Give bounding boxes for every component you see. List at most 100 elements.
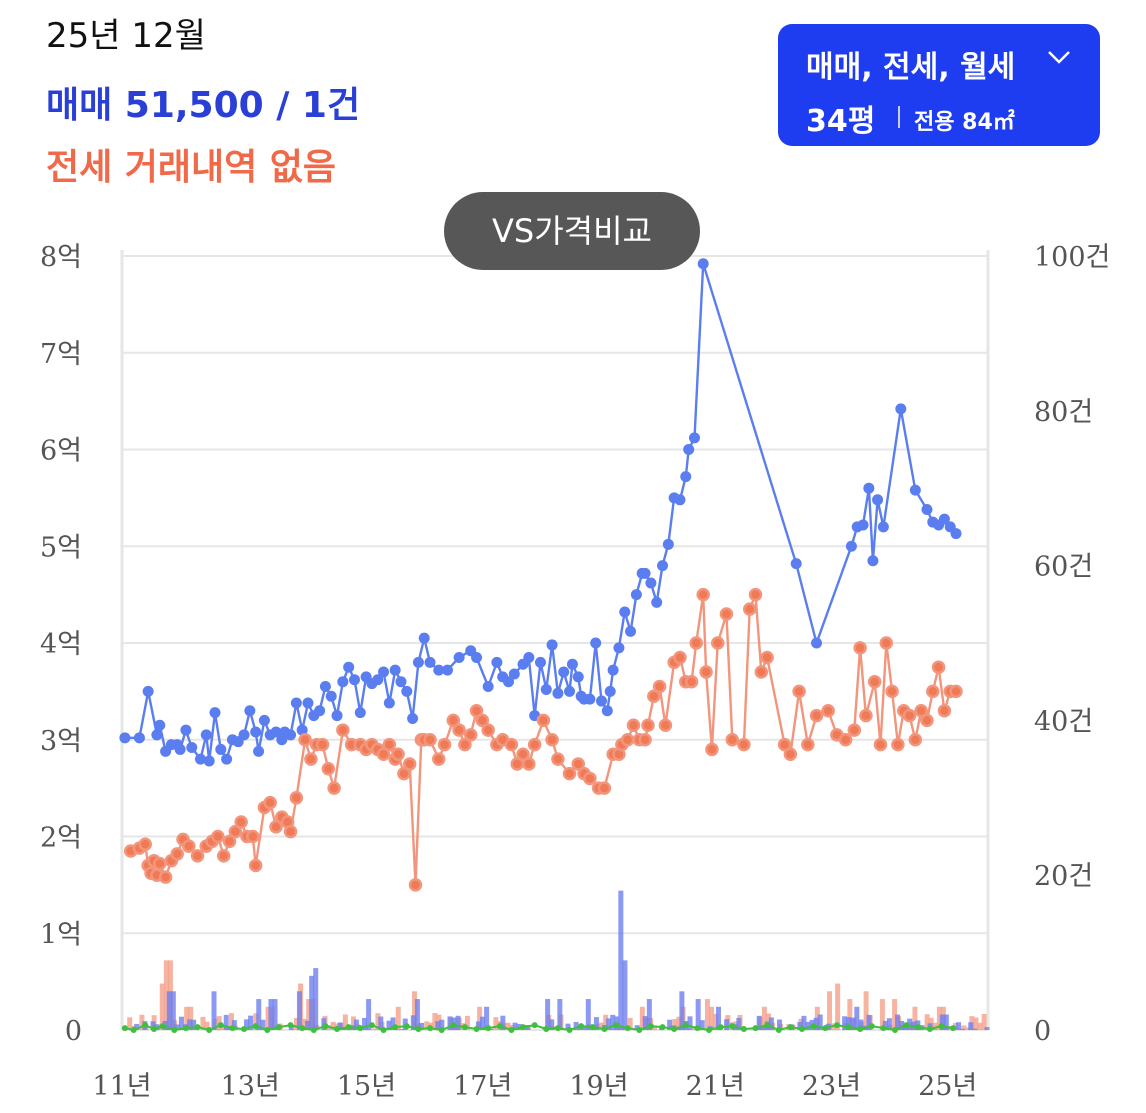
sale-data-point [674, 494, 686, 506]
sale-data-point [133, 732, 145, 744]
sale-data-point [790, 558, 802, 570]
sale-data-point [811, 637, 823, 649]
sale-data-point [194, 753, 206, 765]
sale-volume-bar [642, 1016, 648, 1030]
sale-volume-bar [606, 1018, 612, 1030]
jeonse-data-point [853, 641, 867, 655]
jeonse-volume-bar [464, 1015, 470, 1030]
jeonse-data-point [298, 733, 312, 747]
sale-data-point [270, 726, 282, 738]
jeonse-data-point [754, 665, 769, 679]
jeonse-data-point [838, 733, 853, 747]
jeonse-volume-bar [965, 1027, 971, 1030]
sale-data-point [503, 676, 515, 688]
jeonse-data-point [705, 742, 719, 757]
sale-volume-bar [500, 1015, 506, 1030]
jeonse-data-point [725, 733, 740, 747]
sale-volume-bar [634, 1025, 640, 1030]
rent-data-point [264, 1027, 271, 1033]
rent-data-point [229, 1025, 236, 1032]
jeonse-data-point [382, 737, 397, 752]
sale-volume-bar [386, 1020, 392, 1030]
sale-data-point [296, 724, 308, 736]
jeonse-volume-bar [200, 1016, 206, 1030]
jeonse-volume-bar [159, 983, 165, 1030]
sale-volume-bar [410, 1015, 416, 1030]
jeonse-volume-bar [188, 1006, 194, 1030]
jeonse-volume-bar [936, 1006, 942, 1030]
sale-data-point [523, 652, 535, 664]
jeonse-data-point [391, 747, 405, 762]
jeonse-data-point [153, 856, 167, 871]
jeonse-data-point [908, 733, 923, 747]
sale-data-point [337, 676, 349, 688]
jeonse-data-point [216, 849, 231, 863]
rent-data-point [438, 1027, 445, 1033]
jeonse-data-point [246, 829, 260, 844]
jeonse-volume-bar [412, 991, 418, 1030]
sale-volume-bar [854, 1006, 860, 1030]
jeonse-data-point [397, 766, 411, 781]
rent-data-point [671, 1026, 678, 1033]
jeonse-volume-bar [294, 1018, 300, 1030]
jeonse-data-point [182, 839, 196, 853]
sale-volume-bar [223, 1014, 229, 1030]
rent-data-point [892, 1027, 899, 1033]
sale-volume-bar [337, 1022, 343, 1030]
sale-data-point [302, 697, 314, 709]
sale-volume-bar [484, 1006, 490, 1030]
sale-data-point [895, 403, 907, 415]
jeonse-volume-bar [330, 1021, 336, 1030]
sale-volume-bar [166, 991, 172, 1030]
x-tick-label: 19년 [569, 1071, 628, 1102]
rent-data-point [287, 1022, 294, 1029]
sale-data-point [209, 707, 221, 719]
jeonse-data-point [792, 684, 806, 699]
jeonse-data-point [647, 689, 661, 703]
jeonse-volume-bar [127, 1017, 133, 1030]
rent-data-point [554, 1025, 561, 1032]
sale-volume-bar [362, 1017, 368, 1030]
rent-data-point [322, 1023, 329, 1030]
rent-data-point [636, 1027, 643, 1033]
sale-volume-bar [858, 1019, 864, 1030]
sale-data-point [680, 471, 692, 483]
sale-volume-bar [557, 999, 563, 1030]
sale-data-point [857, 519, 869, 531]
sale-volume-bar [866, 1014, 872, 1030]
sale-data-point [453, 652, 465, 664]
sale-data-point [354, 707, 366, 719]
sale-volume-bar [756, 1015, 762, 1030]
jeonse-data-point [684, 674, 699, 689]
jeonse-volume-bar [265, 1006, 271, 1030]
sale-volume-bar [610, 1014, 616, 1030]
sale-volume-bar [573, 1021, 579, 1030]
sale-data-point [319, 681, 331, 693]
x-tick-label: 15년 [337, 1071, 396, 1102]
sale-data-point [471, 652, 483, 664]
jeonse-data-point [437, 737, 452, 752]
sale-volume-bar [256, 999, 262, 1030]
jeonse-data-point [699, 665, 713, 679]
jeonse-volume-bar [892, 999, 898, 1030]
vs-compare-button[interactable]: VS가격비교 [444, 192, 700, 270]
sale-data-point [508, 668, 520, 680]
sale-volume-bar [475, 1021, 481, 1030]
y-right-tick-label: 40건 [1034, 706, 1093, 737]
jeonse-volume-bar [493, 1017, 499, 1030]
sale-volume-bar [378, 1016, 384, 1030]
rent-data-point [833, 1022, 840, 1029]
jeonse-volume-bar [302, 1018, 308, 1030]
trade-type-filter-button[interactable]: 매매, 전세, 월세 34평 전용 84㎡ [778, 24, 1100, 146]
jeonse-data-point [652, 679, 667, 694]
sale-volume-bar [593, 1017, 599, 1030]
sale-volume-bar [899, 1020, 905, 1030]
sale-data-point [343, 661, 355, 673]
jeonse-data-point [801, 737, 815, 752]
jeonse-volume-bar [713, 1013, 719, 1030]
y-right-tick-label: 60건 [1034, 552, 1093, 583]
jeonse-data-point [696, 587, 710, 602]
rent-data-point [589, 1024, 596, 1031]
jeonse-volume-bar [973, 1017, 979, 1030]
sale-volume-bar [390, 1017, 396, 1030]
